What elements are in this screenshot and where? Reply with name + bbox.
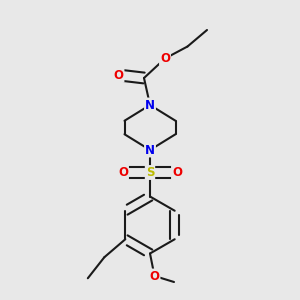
Text: N: N bbox=[145, 143, 155, 157]
Text: S: S bbox=[146, 166, 154, 179]
Text: O: O bbox=[160, 52, 170, 65]
Text: N: N bbox=[145, 98, 155, 112]
Text: O: O bbox=[149, 269, 160, 283]
Text: O: O bbox=[113, 68, 124, 82]
Text: O: O bbox=[118, 166, 128, 179]
Text: O: O bbox=[172, 166, 182, 179]
